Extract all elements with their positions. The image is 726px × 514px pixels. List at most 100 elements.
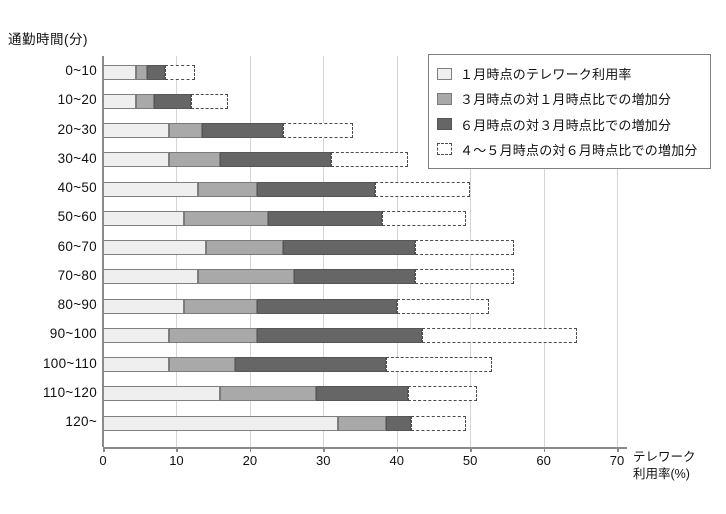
- legend-item-mar: ３月時点の対１月時点比での増加分: [437, 89, 702, 108]
- y-axis-title: 通勤時間(分): [8, 32, 88, 47]
- x-axis-tick-label: 20: [242, 453, 258, 468]
- bar-segment-apr-may-increase: [374, 181, 471, 197]
- x-axis-title: テレワーク 利用率(%): [633, 449, 696, 483]
- legend: １月時点のテレワーク利用率 ３月時点の対１月時点比での増加分 ６月時点の対３月時…: [428, 54, 711, 169]
- bar-segment-jun-increase: [220, 152, 331, 168]
- bar-segment-apr-may-increase: [191, 93, 228, 109]
- x-axis-tick-label: 30: [316, 453, 331, 468]
- bar-segment-jan: [103, 210, 184, 226]
- bar-segment-jun-increase: [293, 269, 416, 285]
- category-label: 50~60: [57, 209, 97, 225]
- legend-item-apr-may: ４～５月時点の対６月時点比での増加分: [437, 140, 702, 159]
- bar-segment-mar-increase: [183, 298, 258, 314]
- bar-segment-jan: [103, 357, 170, 372]
- bar-segment-jan: [103, 415, 338, 431]
- bar-segment-jun-increase: [202, 123, 283, 138]
- x-axis-tick: [323, 447, 325, 452]
- bar-segment-apr-may-increase: [415, 269, 515, 285]
- x-axis-tick: [543, 447, 546, 452]
- category-label: 80~90: [57, 297, 97, 312]
- bar-segment-apr-may-increase: [407, 386, 478, 402]
- x-axis-tick-label: 70: [609, 453, 625, 468]
- category-label: 90~100: [49, 326, 97, 342]
- category-label: 40~50: [57, 180, 97, 195]
- x-axis-line: [103, 447, 627, 449]
- bar-segment-jan: [103, 93, 137, 109]
- legend-label: １月時点のテレワーク利用率: [460, 67, 632, 83]
- x-axis-tick: [103, 447, 105, 452]
- bar-segment-apr-may-increase: [382, 210, 467, 226]
- bar-segment-jun-increase: [385, 415, 412, 431]
- bar-segment-mar-increase: [198, 269, 294, 285]
- bar-segment-apr-may-increase: [385, 357, 493, 372]
- bar-segment-jun-increase: [257, 298, 397, 314]
- bar-segment-jun-increase: [282, 240, 416, 255]
- x-axis-tick-label: 60: [536, 453, 551, 468]
- bar-segment-jan: [103, 327, 170, 343]
- bar-segment-mar-increase: [136, 93, 155, 109]
- bar-segment-jan: [103, 64, 137, 80]
- bar-segment-jan: [103, 181, 199, 197]
- bar-segment-apr-may-increase: [282, 123, 353, 138]
- bar-segment-mar-increase: [198, 181, 258, 197]
- bar-segment-jun-increase: [147, 64, 166, 80]
- bar-segment-apr-may-increase: [422, 327, 577, 343]
- bar-segment-apr-may-increase: [330, 152, 408, 168]
- gridline: [617, 56, 618, 447]
- bar-segment-jun-increase: [235, 357, 386, 372]
- legend-item-jan: １月時点のテレワーク利用率: [437, 64, 702, 83]
- x-axis-tick: [249, 447, 252, 452]
- legend-swatch-light-icon: [437, 67, 452, 80]
- legend-swatch-dark-icon: [437, 118, 452, 131]
- bar-segment-mar-increase: [169, 123, 203, 138]
- legend-swatch-dashed-icon: [437, 143, 452, 156]
- category-label: 110~120: [42, 384, 97, 400]
- bar-segment-mar-increase: [169, 152, 221, 168]
- bar-segment-mar-increase: [136, 64, 148, 80]
- bar-segment-jun-increase: [154, 93, 192, 109]
- bar-segment-jan: [103, 269, 199, 285]
- bar-segment-mar-increase: [220, 386, 316, 402]
- legend-swatch-medium-icon: [437, 92, 452, 105]
- bar-segment-jun-increase: [257, 181, 375, 197]
- bar-segment-apr-may-increase: [415, 240, 515, 255]
- bar-segment-jan: [103, 298, 184, 314]
- y-axis-line: [102, 56, 104, 447]
- bar-segment-mar-increase: [337, 415, 386, 431]
- bar-segment-jun-increase: [315, 386, 408, 402]
- bar-segment-mar-increase: [205, 240, 283, 255]
- x-axis-tick-label: 0: [99, 453, 107, 468]
- legend-label: ６月時点の対３月時点比での増加分: [460, 117, 672, 133]
- x-axis-title-line2: 利用率(%): [633, 467, 690, 481]
- x-axis-tick: [176, 447, 178, 452]
- category-label: 100~110: [42, 355, 97, 371]
- x-axis-tick: [470, 447, 472, 452]
- legend-item-jun: ６月時点の対３月時点比での増加分: [437, 115, 702, 134]
- bar-segment-jun-increase: [257, 327, 423, 343]
- bar-segment-jun-increase: [268, 210, 383, 226]
- bar-segment-mar-increase: [169, 357, 236, 372]
- x-axis-tick-label: 40: [389, 453, 404, 468]
- bar-segment-jan: [103, 386, 221, 402]
- bar-segment-jan: [103, 152, 170, 168]
- category-label: 30~40: [57, 150, 97, 166]
- bar-segment-apr-may-increase: [165, 64, 195, 80]
- x-axis-title-line1: テレワーク: [633, 450, 696, 464]
- category-label: 120~: [65, 414, 97, 429]
- legend-label: ３月時点の対１月時点比での増加分: [460, 92, 672, 108]
- legend-label: ４～５月時点の対６月時点比での増加分: [460, 142, 698, 158]
- bar-segment-jan: [103, 123, 170, 138]
- bar-segment-apr-may-increase: [396, 298, 489, 314]
- category-label: 20~30: [57, 121, 97, 137]
- category-label: 70~80: [57, 267, 97, 283]
- category-label: 0~10: [65, 63, 97, 78]
- bar-segment-jan: [103, 240, 206, 255]
- x-axis-tick-label: 50: [462, 453, 478, 468]
- gridline: [543, 56, 545, 447]
- category-label: 60~70: [57, 238, 97, 254]
- category-label: 10~20: [57, 92, 97, 108]
- bar-segment-apr-may-increase: [411, 415, 467, 431]
- x-axis-tick-label: 10: [169, 453, 184, 468]
- bar-segment-mar-increase: [169, 327, 258, 343]
